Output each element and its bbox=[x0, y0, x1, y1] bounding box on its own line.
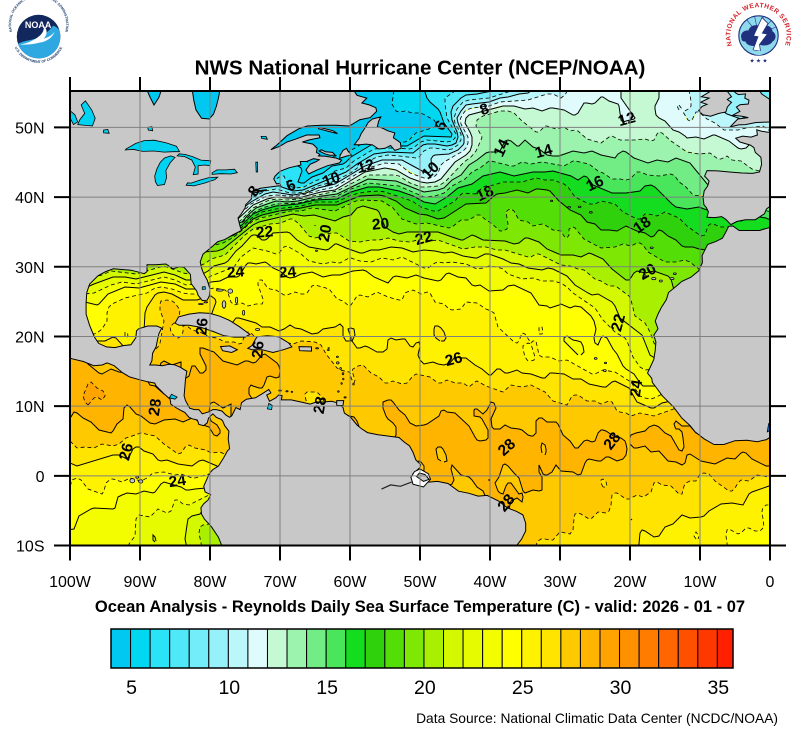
svg-text:24: 24 bbox=[627, 378, 646, 398]
svg-text:20N: 20N bbox=[15, 330, 44, 347]
svg-text:10: 10 bbox=[320, 169, 342, 191]
svg-text:20: 20 bbox=[316, 223, 336, 243]
svg-text:35: 35 bbox=[707, 677, 729, 699]
svg-text:10N: 10N bbox=[15, 399, 44, 416]
svg-text:20W: 20W bbox=[614, 574, 648, 591]
svg-text:60W: 60W bbox=[334, 574, 368, 591]
svg-text:0: 0 bbox=[766, 574, 775, 591]
svg-text:NWS National Hurricane Center: NWS National Hurricane Center (NCEP/NOAA… bbox=[195, 57, 646, 80]
svg-text:0: 0 bbox=[36, 469, 45, 486]
svg-text:40N: 40N bbox=[15, 190, 44, 207]
svg-text:18: 18 bbox=[474, 182, 497, 205]
svg-text:20: 20 bbox=[414, 677, 436, 699]
svg-text:40W: 40W bbox=[474, 574, 508, 591]
svg-text:26: 26 bbox=[193, 317, 211, 336]
svg-text:10W: 10W bbox=[684, 574, 718, 591]
svg-text:30: 30 bbox=[610, 677, 632, 699]
svg-text:26: 26 bbox=[443, 349, 464, 370]
svg-text:26: 26 bbox=[116, 441, 137, 462]
svg-text:26: 26 bbox=[249, 340, 267, 359]
svg-text:★ ★ ★: ★ ★ ★ bbox=[750, 58, 768, 65]
svg-text:10S: 10S bbox=[16, 539, 44, 556]
svg-text:24: 24 bbox=[168, 472, 188, 491]
svg-text:24: 24 bbox=[226, 263, 245, 281]
svg-text:NOAA: NOAA bbox=[25, 20, 52, 30]
svg-text:100W: 100W bbox=[49, 574, 92, 591]
svg-text:28: 28 bbox=[146, 397, 165, 417]
svg-text:Data Source: National Climatic: Data Source: National Climatic Data Cent… bbox=[416, 711, 778, 726]
svg-text:16: 16 bbox=[584, 172, 607, 195]
svg-text:14: 14 bbox=[491, 136, 514, 159]
svg-text:20: 20 bbox=[371, 215, 390, 233]
svg-text:15: 15 bbox=[316, 677, 338, 699]
svg-text:20: 20 bbox=[636, 260, 659, 283]
svg-text:14: 14 bbox=[533, 141, 554, 162]
svg-text:80W: 80W bbox=[194, 574, 228, 591]
svg-text:50W: 50W bbox=[404, 574, 438, 591]
svg-text:10: 10 bbox=[218, 677, 240, 699]
svg-text:50N: 50N bbox=[15, 120, 44, 137]
svg-text:90W: 90W bbox=[124, 574, 158, 591]
svg-text:30W: 30W bbox=[544, 574, 578, 591]
svg-text:12: 12 bbox=[616, 109, 637, 130]
svg-text:22: 22 bbox=[608, 312, 629, 333]
svg-text:25: 25 bbox=[512, 677, 534, 699]
svg-text:12: 12 bbox=[355, 156, 376, 177]
svg-text:22: 22 bbox=[255, 223, 274, 241]
svg-text:24: 24 bbox=[278, 263, 297, 281]
svg-text:Ocean Analysis - Reynolds Dail: Ocean Analysis - Reynolds Daily Sea Surf… bbox=[95, 598, 745, 616]
svg-text:30N: 30N bbox=[15, 260, 44, 277]
svg-text:70W: 70W bbox=[264, 574, 298, 591]
svg-text:22: 22 bbox=[413, 228, 434, 249]
svg-text:28: 28 bbox=[311, 395, 331, 415]
svg-text:5: 5 bbox=[126, 677, 137, 699]
